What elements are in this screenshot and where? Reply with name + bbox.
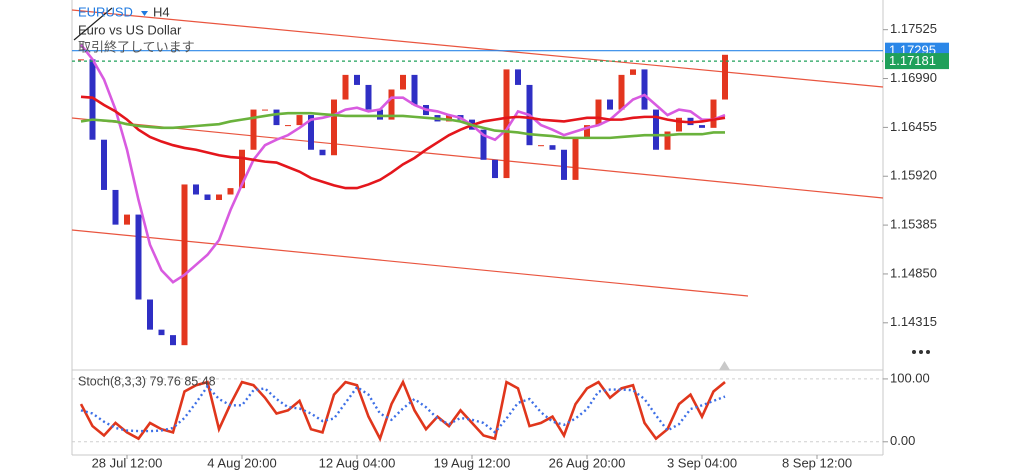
indicator-line: [79, 43, 726, 284]
candle: [584, 125, 590, 138]
indicator-title: Stoch(8,3,3) 79.76 85.48: [78, 374, 216, 388]
y-tick-label: 0.00: [890, 433, 915, 448]
x-tick-label: 12 Aug 04:00: [319, 455, 396, 470]
candle: [492, 159, 498, 179]
candle: [446, 115, 452, 122]
candle: [273, 109, 280, 126]
candle: [664, 131, 671, 150]
indicator-line: [80, 95, 726, 190]
candle: [227, 188, 234, 195]
x-tick-label: 4 Aug 20:00: [207, 455, 276, 470]
price-label-box: [885, 53, 949, 70]
candle: [181, 184, 188, 346]
y-tick-label: 1.14850: [890, 265, 937, 280]
candle: [319, 149, 326, 156]
candle: [722, 54, 728, 100]
candle: [170, 335, 176, 346]
timeframe[interactable]: H4: [153, 4, 170, 19]
price-label: 1.17181: [889, 53, 936, 68]
candle: [641, 69, 648, 110]
candle: [250, 109, 257, 150]
drawn-line: [73, 7, 113, 41]
candle: [147, 299, 153, 330]
y-tick-label: 1.16990: [890, 70, 937, 85]
subtitle: Euro vs US Dollar: [78, 22, 182, 37]
candle: [216, 194, 222, 200]
x-tick-label: 8 Sep 12:00: [782, 455, 852, 470]
y-tick-label: 1.16455: [890, 119, 937, 134]
candle: [135, 214, 142, 300]
y-tick-label: 1.14315: [890, 314, 937, 329]
scroll-marker[interactable]: [719, 361, 730, 370]
candle: [653, 109, 659, 150]
x-tick-label: 26 Aug 20:00: [549, 455, 626, 470]
candle: [193, 184, 199, 195]
candle: [296, 115, 303, 126]
candle: [101, 139, 107, 190]
candle: [607, 99, 613, 110]
channel-line: [71, 9, 884, 88]
x-tick-label: 19 Aug 12:00: [434, 455, 511, 470]
candle: [618, 74, 625, 110]
candle: [262, 109, 268, 111]
candle: [699, 125, 705, 128]
candle: [411, 74, 418, 106]
candle: [285, 125, 291, 127]
y-tick-label: 1.15920: [890, 168, 937, 183]
candle: [538, 145, 544, 147]
candle: [400, 74, 406, 90]
candle: [204, 194, 211, 200]
candle: [710, 99, 717, 128]
candle: [342, 74, 349, 100]
candle: [89, 59, 96, 140]
symbol-dropdown[interactable]: [141, 11, 148, 16]
indicator-line: [80, 111, 725, 140]
y-tick-label: 100.00: [890, 370, 930, 385]
candle: [331, 99, 337, 156]
candle: [388, 89, 395, 120]
market-status: 取引終了しています: [78, 39, 195, 54]
candle: [308, 115, 314, 150]
candle: [480, 129, 487, 160]
candle: [124, 214, 130, 225]
more-menu[interactable]: [912, 350, 930, 354]
candle: [549, 145, 556, 150]
candle: [78, 59, 84, 61]
candle: [239, 149, 245, 189]
indicator-line: [79, 378, 726, 442]
x-tick-label: 3 Sep 04:00: [667, 455, 737, 470]
x-tick-label: 28 Jul 12:00: [92, 455, 163, 470]
candle: [158, 329, 165, 336]
y-tick-label: 1.17525: [890, 21, 937, 36]
candle: [503, 69, 510, 179]
y-tick-label: 1.15385: [890, 217, 937, 232]
candle: [112, 189, 119, 225]
candle: [561, 149, 567, 180]
channel-line: [71, 117, 884, 199]
candle: [676, 117, 682, 132]
candle: [515, 69, 521, 85]
candle: [377, 109, 383, 120]
symbol[interactable]: EURUSD: [78, 4, 133, 19]
candle: [595, 99, 602, 126]
candle: [354, 74, 360, 85]
candle: [365, 84, 372, 110]
candle: [630, 69, 636, 75]
candle: [572, 137, 579, 180]
plot-area: [72, 43, 883, 443]
